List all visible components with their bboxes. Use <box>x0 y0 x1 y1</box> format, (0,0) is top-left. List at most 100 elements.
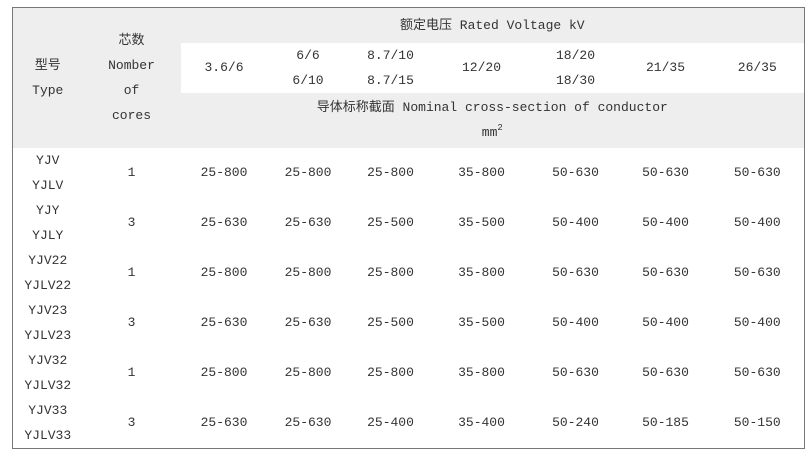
type-cell: YJV22 YJLV22 <box>13 248 83 298</box>
cores-label-cn: 芯数 <box>118 32 145 48</box>
cross-section-cell: 50-630 <box>733 265 781 280</box>
cross-section-cell: 50-630 <box>552 265 599 280</box>
cores-cell: 1 <box>127 265 136 280</box>
cross-section-cell: 25-630 <box>284 415 332 430</box>
cores-header: 芯数 Nomber of cores <box>82 7 181 148</box>
type-name: YJLV23 <box>24 327 72 343</box>
voltage-value: 8.7/10 <box>367 47 414 63</box>
cores-cell: 3 <box>127 415 136 430</box>
unit-label: mm2 <box>181 120 805 145</box>
cross-section-cell: 25-630 <box>200 315 248 330</box>
type-cell: YJV YJLV <box>13 148 83 198</box>
cross-section-cell: 50-400 <box>552 215 599 230</box>
cores-cell: 1 <box>127 365 136 380</box>
table-row: YJY YJLY 3 25-630 25-630 25-500 35-500 50-400 50… <box>13 198 805 248</box>
cross-section-cell: 50-630 <box>733 365 781 380</box>
cross-section-cell: 50-630 <box>552 365 599 380</box>
cross-section-cell: 35-800 <box>458 265 505 280</box>
cross-section-cell: 25-800 <box>200 365 248 380</box>
cross-section-cell: 50-400 <box>642 315 689 330</box>
voltage-value: 8.7/15 <box>367 72 414 88</box>
cross-section-cell: 25-800 <box>200 165 248 180</box>
type-name: YJV32 <box>28 352 68 368</box>
cross-section-cell: 50-400 <box>733 315 781 330</box>
voltage-value: 26/35 <box>737 60 777 75</box>
type-cell: YJV32 YJLV32 <box>13 348 83 398</box>
cross-section-cell: 25-800 <box>284 265 332 280</box>
cross-section-cell: 35-500 <box>458 215 505 230</box>
type-name: YJLY <box>32 227 64 243</box>
cross-section-header: 导体标称截面 Nominal cross-section of conducto… <box>180 92 805 148</box>
table-row: YJV YJLV 1 25-800 25-800 25-800 35-800 50-630 50… <box>13 148 805 198</box>
voltage-header: 12/20 <box>432 42 531 93</box>
type-name: YJY <box>36 202 60 218</box>
voltage-header: 26/35 <box>710 42 805 93</box>
cross-section-cell: 50-630 <box>733 165 781 180</box>
voltage-value: 12/20 <box>461 60 501 75</box>
type-name: YJLV <box>32 177 64 193</box>
voltage-value: 18/30 <box>555 72 595 88</box>
type-label-en: Type <box>32 82 64 98</box>
voltage-header: 8.7/10 8.7/15 <box>348 42 433 93</box>
cores-cell: 1 <box>127 165 136 180</box>
cross-section-cell: 25-500 <box>367 315 414 330</box>
table-row: YJV22 YJLV22 1 25-800 25-800 25-800 35-800 50-6… <box>13 248 805 298</box>
cross-section-cell: 25-800 <box>367 165 414 180</box>
cross-section-cell: 50-240 <box>552 415 599 430</box>
cross-section-cell: 25-800 <box>367 365 414 380</box>
cross-section-cell: 50-400 <box>552 315 599 330</box>
type-cell: YJY YJLY <box>13 198 83 248</box>
cores-cell: 3 <box>127 315 136 330</box>
voltage-value: 3.6/6 <box>204 60 244 75</box>
cores-label-en: Nomber <box>108 57 155 73</box>
cores-cell: 3 <box>127 215 136 230</box>
type-name: YJLV32 <box>24 377 72 393</box>
type-cell: YJV23 YJLV23 <box>13 298 83 348</box>
cross-section-cell: 35-800 <box>458 365 505 380</box>
cross-section-cell: 25-630 <box>200 215 248 230</box>
cross-section-cell: 50-150 <box>733 415 781 430</box>
cable-spec-table: 型号 Type 芯数 Nomber of cores 额定电压 Rated Vo… <box>12 7 806 449</box>
voltage-header: 3.6/6 <box>180 42 268 93</box>
cross-section-cell: 50-630 <box>642 165 689 180</box>
cross-section-cell: 35-800 <box>458 165 505 180</box>
voltage-value: 6/10 <box>292 72 324 88</box>
cross-section-cell: 50-630 <box>642 365 689 380</box>
type-name: YJV33 <box>28 402 68 418</box>
cross-section-cell: 25-400 <box>367 415 414 430</box>
type-name: YJV23 <box>28 302 68 318</box>
cross-section-cell: 50-400 <box>733 215 781 230</box>
cross-section-cell: 25-800 <box>367 265 414 280</box>
cross-section-cell: 25-800 <box>284 165 332 180</box>
cross-section-cell: 50-400 <box>642 215 689 230</box>
cross-section-cell: 50-630 <box>642 265 689 280</box>
cross-section-cell: 25-800 <box>200 265 248 280</box>
voltage-value: 6/6 <box>296 47 320 63</box>
cross-section-cell: 50-630 <box>552 165 599 180</box>
cross-section-cell: 35-500 <box>458 315 505 330</box>
type-name: YJLV22 <box>24 277 72 293</box>
type-header: 型号 Type <box>12 7 83 148</box>
type-name: YJV22 <box>28 252 68 268</box>
cross-section-cell: 25-630 <box>284 215 332 230</box>
cross-section-cell: 25-500 <box>367 215 414 230</box>
cores-label-en: cores <box>111 107 151 123</box>
rated-voltage-header: 额定电压 Rated Voltage kV <box>180 7 805 43</box>
voltage-header: 6/6 6/10 <box>267 42 349 93</box>
voltage-header: 18/20 18/30 <box>530 42 621 93</box>
unit-exponent: 2 <box>497 123 503 133</box>
cross-section-label: 导体标称截面 Nominal cross-section of conducto… <box>316 100 668 115</box>
type-name: YJLV33 <box>24 427 72 443</box>
type-name: YJV <box>36 152 60 168</box>
voltage-value: 21/35 <box>645 60 685 75</box>
cores-label-en: of <box>123 82 140 98</box>
cross-section-cell: 25-800 <box>284 365 332 380</box>
cross-section-cell: 50-185 <box>642 415 689 430</box>
type-cell: YJV33 YJLV33 <box>13 398 83 449</box>
table-row: YJV32 YJLV32 1 25-800 25-800 25-800 35-800 50-6… <box>13 348 805 398</box>
unit: mm <box>481 125 498 140</box>
table-row: YJV33 YJLV33 3 25-630 25-630 25-400 35-400 50-2… <box>13 398 805 449</box>
cross-section-cell: 25-630 <box>284 315 332 330</box>
voltage-value: 18/20 <box>555 47 595 63</box>
cross-section-cell: 35-400 <box>458 415 505 430</box>
